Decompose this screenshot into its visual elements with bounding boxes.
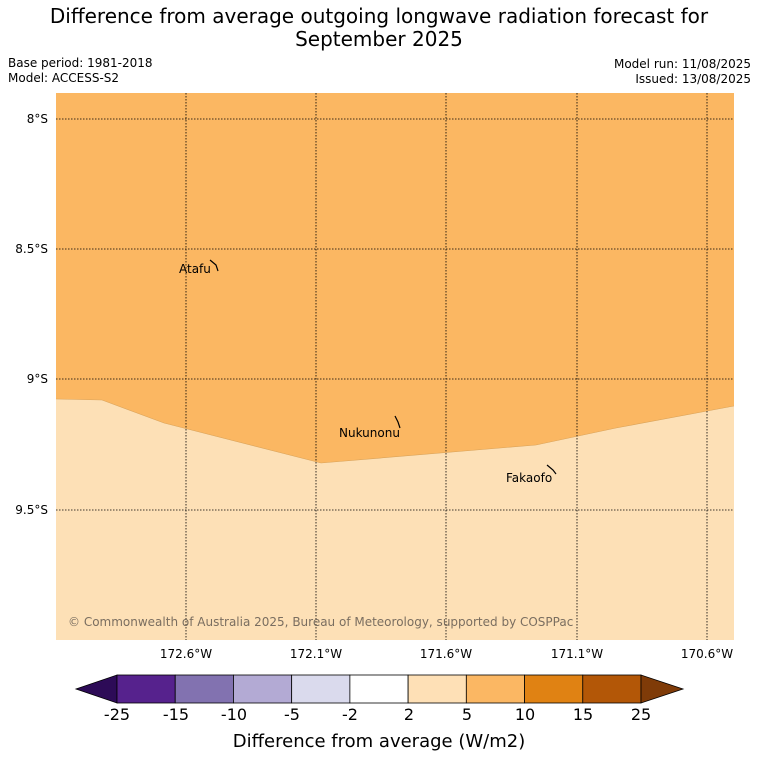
- colorbar-bin: [116, 674, 176, 704]
- colorbar-label: Difference from average (W/m2): [232, 731, 526, 752]
- lon-label-170-6w: 170.6°W: [680, 647, 734, 661]
- colorbar-bin: [582, 674, 642, 704]
- model-run: Model run: 11/08/2025: [613, 57, 751, 71]
- colorbar-extend-high: [640, 674, 685, 704]
- colorbar-bin: [349, 674, 409, 704]
- colorbar-tick-neg2: -2: [342, 705, 358, 724]
- lat-label-9-5s: 9.5°S: [15, 503, 48, 517]
- colorbar-tick-10: 10: [514, 705, 536, 724]
- place-nukunonu: Nukunonu: [339, 426, 400, 440]
- meta-left: Base period: 1981-2018 Model: ACCESS-S2: [8, 56, 153, 86]
- model-name: Model: ACCESS-S2: [8, 71, 120, 85]
- anomaly-region-lower: [56, 399, 734, 640]
- issued-date: Issued: 13/08/2025: [635, 72, 751, 86]
- lon-label-172-1w: 172.1°W: [289, 647, 343, 661]
- colorbar-tick-neg5: -5: [284, 705, 300, 724]
- copyright-notice: © Commonwealth of Australia 2025, Bureau…: [68, 615, 573, 629]
- nukunonu-atoll: [394, 415, 401, 429]
- title-line-1: Difference from average outgoing longwav…: [49, 4, 709, 28]
- colorbar-tick-25: 25: [630, 705, 652, 724]
- atolls: [209, 259, 557, 475]
- colorbar-bin: [465, 674, 525, 704]
- atafu-atoll: [209, 259, 219, 272]
- place-atafu: Atafu: [179, 262, 211, 276]
- colorbar-bin: [174, 674, 234, 704]
- lat-label-8-5s: 8.5°S: [15, 242, 48, 256]
- colorbar-tick-5: 5: [461, 705, 473, 724]
- lon-label-171-6w: 171.6°W: [419, 647, 473, 661]
- region-boundary: [56, 398, 734, 464]
- meta-right: Model run: 11/08/2025 Issued: 13/08/2025: [614, 57, 751, 87]
- lon-label-171-1w: 171.1°W: [550, 647, 604, 661]
- colorbar-tick-neg15: -15: [162, 705, 190, 724]
- lat-label-8s: 8°S: [26, 112, 48, 126]
- colorbar-bin: [233, 674, 293, 704]
- place-fakaofo: Fakaofo: [506, 471, 552, 485]
- colorbar-tick-2: 2: [403, 705, 415, 724]
- graticule: [56, 93, 734, 640]
- colorbar-extend-low: [74, 674, 118, 704]
- colorbar-tick-15: 15: [572, 705, 594, 724]
- colorbar-tick-neg10: -10: [220, 705, 248, 724]
- colorbar-bin: [407, 674, 467, 704]
- base-period: Base period: 1981-2018: [8, 56, 153, 70]
- lon-label-172-6w: 172.6°W: [159, 647, 213, 661]
- map-title: Difference from average outgoing longwav…: [0, 5, 758, 51]
- title-line-2: September 2025: [295, 27, 463, 51]
- fakaofo-atoll: [546, 464, 557, 475]
- colorbar-bin: [524, 674, 584, 704]
- lat-label-9s: 9°S: [26, 372, 48, 386]
- colorbar-tick-neg25: -25: [103, 705, 131, 724]
- colorbar-bin: [291, 674, 351, 704]
- map-area: Atafu Nukunonu Fakaofo © Commonwealth of…: [56, 93, 734, 640]
